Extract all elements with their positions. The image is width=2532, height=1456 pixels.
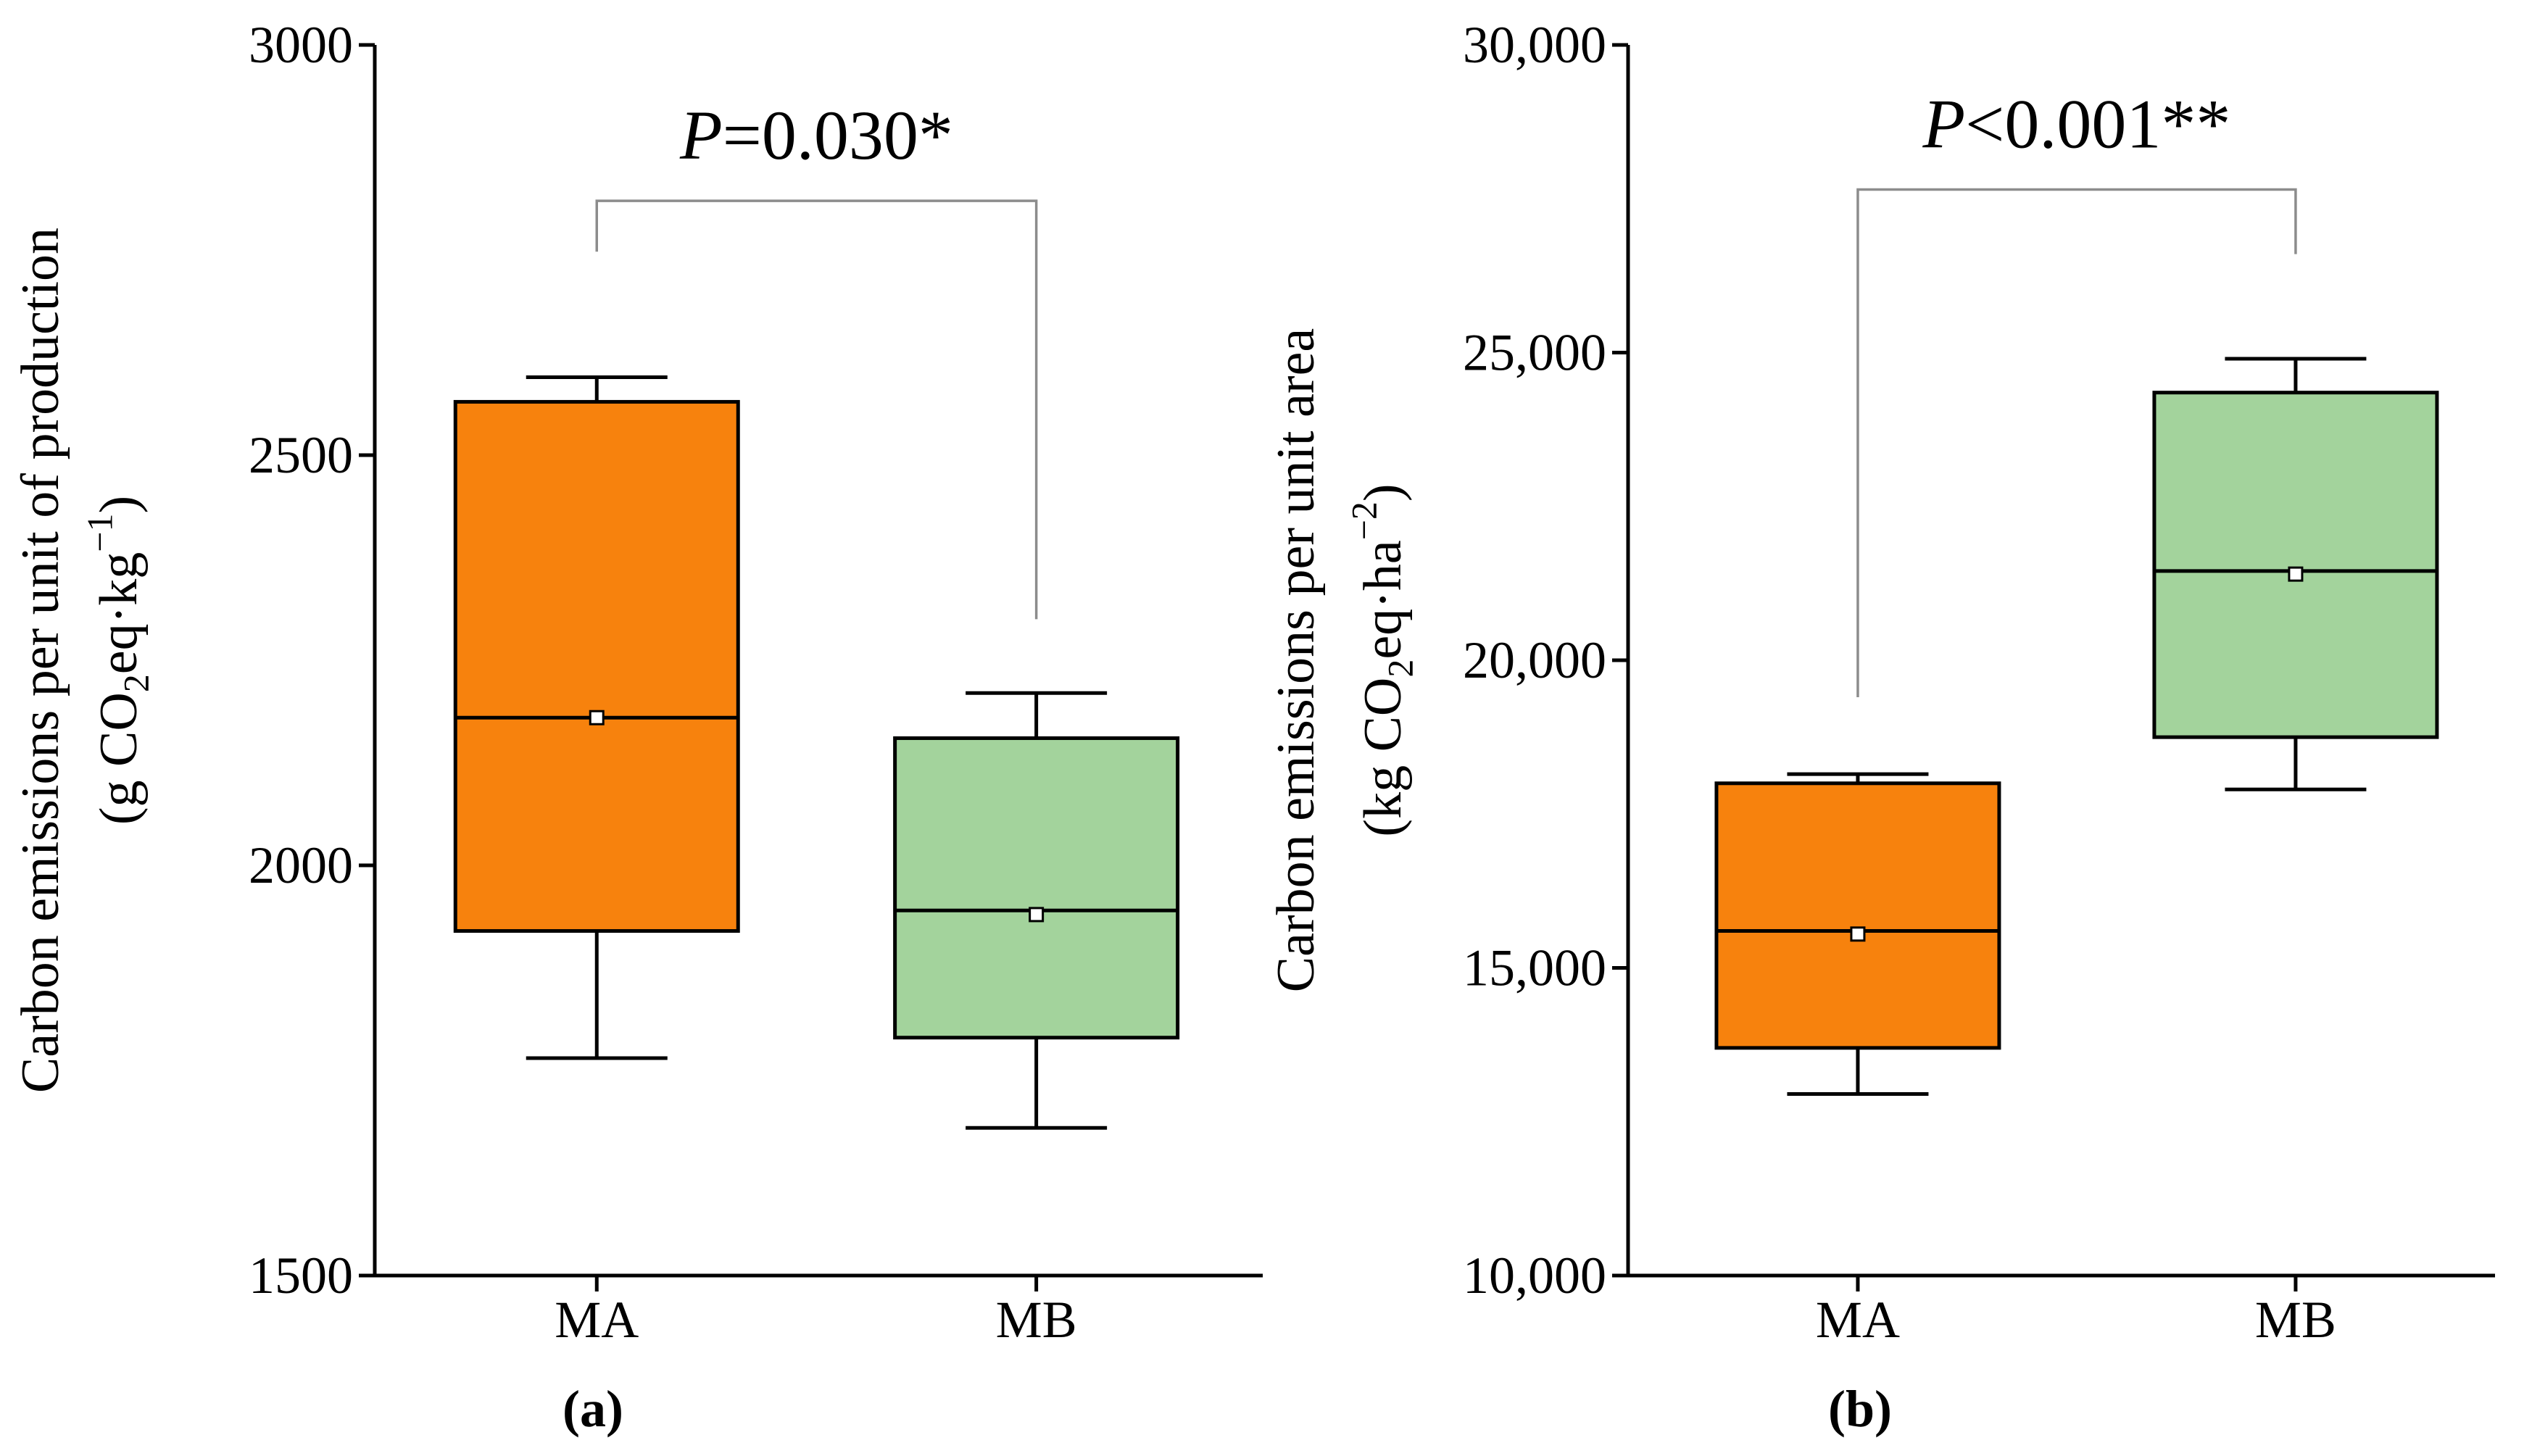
- mean-marker-MA: [589, 710, 605, 725]
- y-tick-label: 15,000: [1463, 939, 1606, 997]
- significance-label: P=0.030*: [679, 96, 953, 174]
- y-tick-label: 10,000: [1463, 1247, 1606, 1305]
- panel-b: 10,000 15,000 20,000 25,000 30,000 MA MB P<0.00…: [1266, 16, 2495, 1438]
- mean-marker-MA: [1850, 926, 1866, 942]
- y-axis-title-line1: Carbon emissions per unit of production: [11, 228, 70, 1093]
- mean-marker-MB: [1029, 907, 1045, 923]
- y-axis-title-line2: (g CO2eq·kg−1): [80, 496, 157, 825]
- box-MA: [453, 399, 740, 933]
- panel-label: (b): [1828, 1380, 1892, 1438]
- y-tick-label: 20,000: [1463, 631, 1606, 689]
- y-axis-title-line1: Carbon emissions per unit area: [1266, 328, 1326, 993]
- y-tick-label: 30,000: [1463, 16, 1606, 74]
- y-tick-label: 2500: [249, 426, 353, 484]
- box-MA: [1714, 781, 2001, 1050]
- y-tick-label: 25,000: [1463, 324, 1606, 382]
- significance-bracket: [1856, 188, 2297, 697]
- x-category-label-MA: MA: [555, 1291, 639, 1349]
- significance-label: P<0.001**: [1922, 86, 2231, 163]
- x-category-label-MB: MB: [996, 1291, 1077, 1349]
- y-tick-label: 1500: [249, 1247, 353, 1305]
- y-tick-label: 3000: [249, 16, 353, 74]
- box-MB: [893, 736, 1180, 1040]
- panel-a: 1500 2000 2500 3000 MA MB P=0.030* Carbon emiss…: [11, 16, 1263, 1438]
- y-tick-label: 2000: [249, 836, 353, 894]
- x-category-label-MB: MB: [2255, 1291, 2336, 1349]
- x-category-label-MA: MA: [1816, 1291, 1900, 1349]
- y-axis-title-line2: (kg CO2eq·ha−2): [1344, 483, 1421, 836]
- panel-label: (a): [563, 1380, 623, 1438]
- mean-marker-MB: [2288, 566, 2304, 582]
- box-MB: [2152, 391, 2439, 739]
- significance-bracket: [595, 199, 1038, 620]
